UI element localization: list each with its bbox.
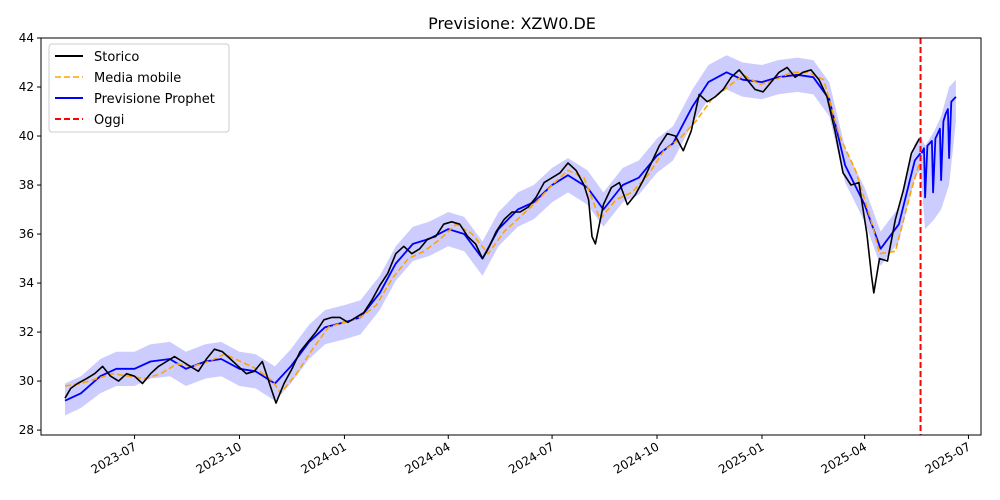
legend-item-moving-average: Media mobile — [55, 71, 181, 86]
y-tick-label: 32 — [19, 325, 34, 339]
y-tick-label: 30 — [19, 374, 34, 388]
y-axis: 28 30 32 34 36 38 40 42 44 — [19, 31, 41, 437]
legend-item-prophet: Previsione Prophet — [55, 92, 215, 107]
legend-label-today: Oggi — [94, 113, 124, 128]
y-tick-label: 44 — [19, 31, 34, 45]
plot-area — [64, 38, 957, 435]
y-tick-label: 40 — [19, 129, 34, 143]
chart-title: Previsione: XZW0.DE — [428, 14, 596, 33]
y-tick-label: 38 — [19, 178, 34, 192]
legend-label-history: Storico — [94, 50, 139, 65]
legend: Storico Media mobile Previsione Prophet … — [48, 43, 230, 133]
prophet-forecast-line — [920, 96, 957, 199]
legend-label-moving-average: Media mobile — [94, 71, 181, 86]
legend-label-prophet: Previsione Prophet — [94, 92, 215, 107]
moving-average-line — [64, 71, 921, 395]
y-tick-label: 34 — [19, 276, 34, 290]
y-tick-label: 28 — [19, 423, 34, 437]
legend-item-today: Oggi — [55, 113, 124, 128]
legend-item-history: Storico — [55, 50, 139, 65]
y-tick-label: 42 — [19, 80, 34, 94]
history-line — [64, 66, 921, 404]
legend-box — [48, 43, 230, 133]
y-tick-label: 36 — [19, 227, 34, 241]
plot-frame — [40, 37, 982, 436]
